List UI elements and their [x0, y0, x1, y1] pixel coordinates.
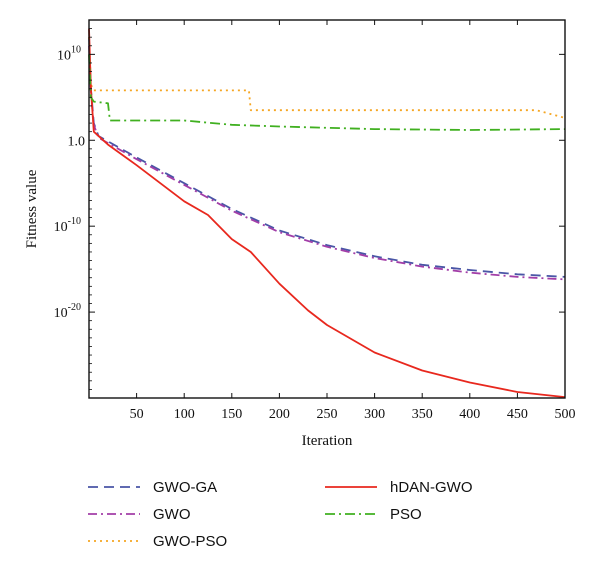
x-axis-title: Iteration: [302, 433, 353, 449]
y-tick-base: 10: [54, 306, 68, 321]
axis-ticks: [89, 20, 566, 398]
legend-label-hdan-gwo: hDAN-GWO: [390, 479, 473, 496]
y-axis-title: Fitness value: [24, 169, 40, 248]
series-line-gwo-ga: [88, 37, 566, 278]
x-tick-label: 500: [555, 407, 576, 422]
series-line-pso: [88, 54, 566, 131]
x-tick-label: 350: [412, 407, 433, 422]
series-line-hdan-gwo: [88, 28, 566, 398]
x-tick-label: 300: [364, 407, 385, 422]
y-tick-exponent: -10: [68, 216, 81, 227]
x-tick-label: 200: [269, 407, 290, 422]
plot-lines: [88, 28, 566, 398]
y-tick-label: 10-20: [54, 302, 81, 321]
axis-tick-labels: 50 100 150 200 250 300 350 400 450 50010101.010-1…: [54, 44, 576, 422]
legend-label-gwo-pso: GWO-PSO: [153, 533, 227, 550]
legend-label-gwo: GWO: [153, 506, 191, 523]
y-tick-label: 10-10: [54, 216, 81, 235]
series-line-gwo: [88, 45, 566, 281]
y-tick-base: 10: [54, 220, 68, 235]
legend: GWO-GA hDAN-GWO GWO PSO GWO-PSO: [88, 479, 473, 550]
x-tick-label: 450: [507, 407, 528, 422]
legend-label-gwo-ga: GWO-GA: [153, 479, 217, 496]
y-tick-label: 1.0: [68, 134, 86, 149]
y-tick-exponent: 10: [71, 44, 81, 55]
y-tick-base: 10: [57, 48, 71, 63]
series-line-gwo-pso: [88, 37, 566, 119]
x-tick-label: 50: [130, 407, 144, 422]
y-tick-label: 1010: [57, 44, 81, 63]
x-tick-label: 400: [459, 407, 480, 422]
plot-frame: [88, 19, 566, 399]
legend-label-pso: PSO: [390, 506, 422, 523]
x-tick-label: 100: [174, 407, 195, 422]
x-tick-label: 250: [317, 407, 338, 422]
x-tick-label: 150: [221, 407, 242, 422]
y-tick-exponent: -20: [68, 302, 81, 313]
